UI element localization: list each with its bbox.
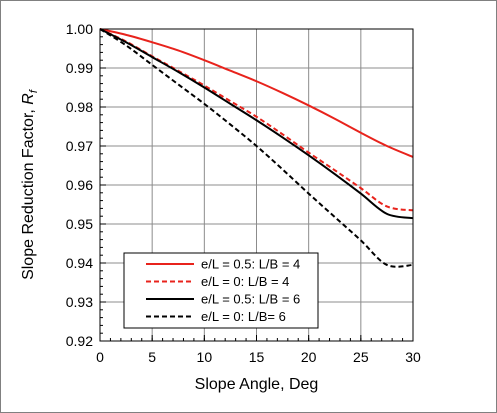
y-axis-title-subscript: f bbox=[28, 89, 40, 93]
legend-label-2: e/L = 0: L/B = 4 bbox=[201, 274, 289, 289]
x-axis-title: Slope Angle, Deg bbox=[195, 376, 319, 393]
y-tick-label: 1.00 bbox=[66, 21, 93, 37]
series-line-1 bbox=[99, 28, 414, 158]
legend: e/L = 0.5: L/B = 4 e/L = 0: L/B = 4 e/L = … bbox=[123, 252, 319, 329]
y-tick-label: 0.93 bbox=[66, 294, 93, 310]
y-tick-labels: 0.92 0.93 0.94 0.95 0.96 0.97 0.98 0.99 1.00 bbox=[66, 21, 93, 349]
series-lines bbox=[99, 28, 414, 268]
legend-label-3: e/L = 0.5: L/B = 6 bbox=[201, 292, 300, 307]
y-axis-title-main: Slope Reduction Factor, bbox=[20, 105, 37, 280]
axis-ticks bbox=[99, 28, 414, 342]
y-tick-label: 0.95 bbox=[66, 216, 93, 232]
x-tick-label: 20 bbox=[301, 349, 317, 365]
y-tick-label: 0.92 bbox=[66, 333, 93, 349]
y-axis-title: Slope Reduction Factor, Rf bbox=[20, 89, 40, 280]
series-line-4 bbox=[99, 28, 414, 268]
x-tick-label: 10 bbox=[197, 349, 213, 365]
y-tick-label: 0.99 bbox=[66, 60, 93, 76]
y-tick-label: 0.97 bbox=[66, 138, 93, 154]
x-tick-label: 5 bbox=[148, 349, 156, 365]
legend-label-4: e/L = 0: L/B= 6 bbox=[201, 309, 286, 324]
x-tick-label: 25 bbox=[353, 349, 369, 365]
x-tick-label: 30 bbox=[405, 349, 421, 365]
y-tick-label: 0.96 bbox=[66, 177, 93, 193]
x-tick-label: 0 bbox=[96, 349, 104, 365]
y-tick-label: 0.94 bbox=[66, 255, 93, 271]
legend-label-1: e/L = 0.5: L/B = 4 bbox=[201, 257, 300, 272]
series-line-3 bbox=[99, 28, 414, 220]
y-tick-label: 0.98 bbox=[66, 99, 93, 115]
y-axis-title-symbol: R bbox=[20, 93, 37, 105]
x-tick-label: 15 bbox=[249, 349, 265, 365]
x-tick-labels: 0 5 10 15 20 25 30 bbox=[96, 349, 421, 365]
